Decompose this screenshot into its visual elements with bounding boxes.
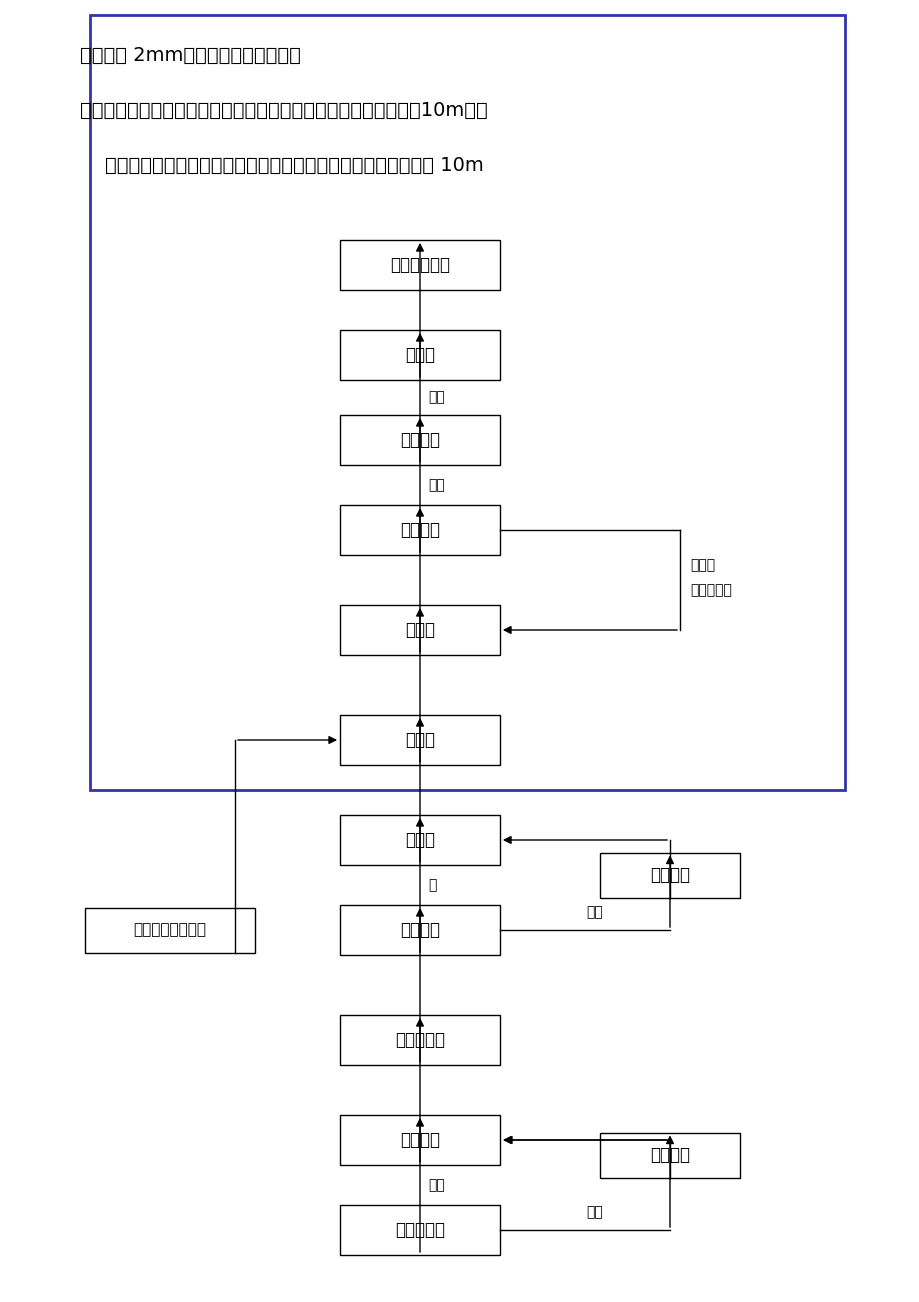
Text: 不合格: 不合格 — [689, 559, 714, 572]
Text: 压实，使其符合规范要求。放样采用人工挂钢丝绳控制高程：每 10m: 压实，使其符合规范要求。放样采用人工挂钢丝绳控制高程：每 10m — [80, 156, 483, 174]
Text: 合格: 合格 — [427, 1178, 444, 1193]
Bar — [340, 1115, 499, 1165]
Text: 左右两边各钉一钢钎，进行高程控制，钢丝绳张紧度应以两桩间（10m）挠: 左右两边各钉一钢钎，进行高程控制，钢丝绳张紧度应以两桩间（10m）挠 — [80, 102, 487, 120]
Text: 不合: 不合 — [586, 905, 603, 919]
Text: 验收下承层: 验收下承层 — [394, 1221, 445, 1240]
Bar — [340, 415, 499, 465]
Text: 质量自检: 质量自检 — [400, 521, 439, 539]
Text: 合格: 合格 — [427, 391, 444, 405]
Bar — [599, 853, 739, 897]
Text: 合: 合 — [427, 878, 436, 892]
Text: 质量自检: 质量自检 — [400, 921, 439, 939]
Text: 合格: 合格 — [427, 478, 444, 492]
Text: 施工放样: 施工放样 — [400, 1131, 439, 1148]
Text: 下一工序施工: 下一工序施工 — [390, 256, 449, 273]
Bar — [340, 715, 499, 766]
Text: （压实度）: （压实度） — [689, 583, 732, 598]
Text: 养　生: 养 生 — [404, 346, 435, 365]
Text: 人员、摊铺机就位: 人员、摊铺机就位 — [133, 923, 206, 937]
Bar — [340, 1204, 499, 1255]
Bar — [90, 16, 844, 790]
Bar — [340, 329, 499, 380]
Text: 度不超过 2mm（水准仪进行检测）。: 度不超过 2mm（水准仪进行检测）。 — [80, 46, 301, 65]
Bar — [340, 815, 499, 865]
Bar — [85, 907, 255, 953]
Text: 运　输: 运 输 — [404, 831, 435, 849]
Bar — [340, 605, 499, 655]
Bar — [599, 1133, 739, 1177]
Text: 整修路基: 整修路基 — [650, 1146, 689, 1164]
Bar — [340, 240, 499, 290]
Text: 拌和场拌和: 拌和场拌和 — [394, 1031, 445, 1049]
Text: 监理验收: 监理验收 — [400, 431, 439, 449]
Text: 调整拌和: 调整拌和 — [650, 866, 689, 884]
Text: 不合: 不合 — [586, 1204, 603, 1219]
Bar — [340, 1016, 499, 1065]
Bar — [340, 505, 499, 555]
Text: 摊　铺: 摊 铺 — [404, 730, 435, 749]
Bar — [340, 905, 499, 954]
Text: 碾　压: 碾 压 — [404, 621, 435, 639]
